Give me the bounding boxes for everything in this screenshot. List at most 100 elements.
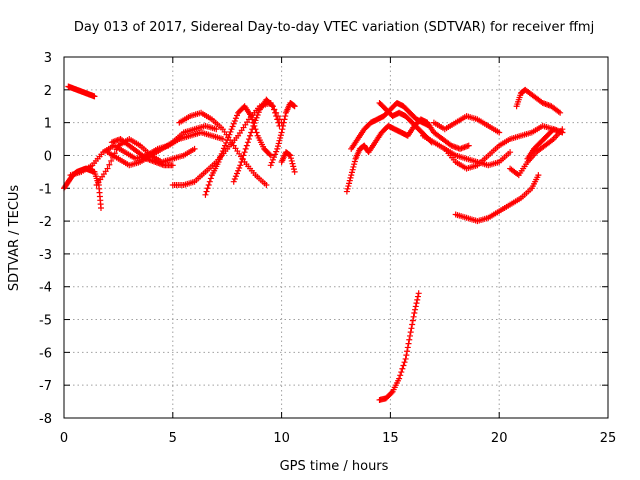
data-point bbox=[169, 162, 176, 169]
data-point bbox=[252, 117, 259, 124]
plot-frame bbox=[63, 56, 609, 419]
series-arc-f bbox=[176, 109, 270, 188]
data-point bbox=[237, 162, 244, 169]
data-point bbox=[291, 103, 298, 110]
x-tick-label: 25 bbox=[600, 431, 617, 446]
data-point bbox=[263, 181, 270, 188]
data-point bbox=[106, 161, 113, 168]
data-point bbox=[217, 153, 224, 160]
y-tick-labels: 3 2 1 0 -1 -2 -3 -4 -5 -6 -7 -8 bbox=[39, 51, 52, 427]
data-point bbox=[220, 145, 227, 152]
data-point bbox=[412, 303, 419, 310]
data-point bbox=[274, 145, 281, 152]
data-point bbox=[291, 168, 298, 175]
data-point bbox=[249, 126, 256, 133]
data-point bbox=[404, 348, 411, 355]
y-tick-label: -2 bbox=[39, 215, 52, 230]
data-point bbox=[397, 372, 404, 379]
data-point bbox=[219, 148, 226, 155]
data-point bbox=[465, 142, 472, 149]
data-point bbox=[405, 340, 412, 347]
data-point bbox=[559, 129, 566, 136]
data-point bbox=[241, 149, 248, 156]
y-tick-label: 3 bbox=[44, 51, 52, 66]
series-arc-e bbox=[169, 99, 285, 188]
series-arc-g bbox=[202, 103, 274, 198]
data-point bbox=[222, 142, 229, 149]
y-axis-label: SDTVAR / TECUs bbox=[7, 185, 22, 292]
y-tick-label: 1 bbox=[44, 117, 52, 132]
data-point bbox=[223, 139, 230, 146]
data-point bbox=[406, 336, 413, 343]
data-point bbox=[404, 344, 411, 351]
data-point bbox=[403, 352, 410, 359]
data-point bbox=[400, 362, 407, 369]
y-tick-label: -7 bbox=[39, 379, 52, 394]
data-point bbox=[267, 162, 274, 169]
data-point bbox=[97, 204, 104, 211]
data-point bbox=[345, 183, 352, 190]
series-arc-j bbox=[278, 149, 298, 175]
data-point bbox=[407, 329, 414, 336]
data-point bbox=[273, 113, 280, 120]
data-point bbox=[535, 172, 542, 179]
y-tick-label: 0 bbox=[44, 149, 52, 164]
data-point bbox=[409, 317, 416, 324]
data-point bbox=[191, 145, 198, 152]
y-tick-label: -5 bbox=[39, 314, 52, 329]
data-point bbox=[205, 181, 212, 188]
series-arc-h bbox=[230, 96, 283, 185]
series-arc-s bbox=[507, 126, 566, 179]
series-arc-early-high bbox=[65, 83, 98, 100]
chart-title: Day 013 of 2017, Sidereal Day-to-day VTE… bbox=[74, 20, 594, 35]
data-point bbox=[239, 155, 246, 162]
data-point bbox=[249, 116, 256, 123]
data-point bbox=[213, 126, 220, 133]
data-point bbox=[557, 109, 564, 116]
data-point bbox=[401, 359, 408, 366]
data-point bbox=[411, 309, 418, 316]
data-point bbox=[278, 129, 285, 136]
data-point bbox=[269, 103, 276, 110]
data-point bbox=[288, 157, 295, 164]
data-point bbox=[277, 134, 284, 141]
x-tick-label: 20 bbox=[491, 431, 508, 446]
y-tick-label: -3 bbox=[39, 248, 52, 263]
series-arc-d bbox=[108, 136, 176, 169]
data-point bbox=[216, 156, 223, 163]
data-point bbox=[274, 143, 281, 150]
data-point bbox=[242, 145, 249, 152]
series-arc-u bbox=[376, 290, 422, 403]
x-tick-labels: 0 5 10 15 20 25 bbox=[60, 431, 616, 446]
data-point bbox=[238, 159, 245, 166]
data-point bbox=[230, 120, 237, 127]
data-point bbox=[250, 122, 257, 129]
data-point bbox=[245, 136, 252, 143]
data-points bbox=[61, 83, 566, 403]
data-point bbox=[267, 152, 274, 159]
data-point bbox=[507, 149, 514, 156]
grid-lines bbox=[63, 56, 609, 419]
data-point bbox=[289, 160, 296, 167]
y-tick-label: 2 bbox=[44, 84, 52, 99]
data-point bbox=[251, 120, 258, 127]
data-point bbox=[275, 119, 282, 126]
data-point bbox=[104, 165, 111, 172]
data-point bbox=[406, 332, 413, 339]
data-point bbox=[215, 159, 222, 166]
data-point bbox=[235, 167, 242, 174]
x-tick-label: 15 bbox=[382, 431, 399, 446]
data-point bbox=[402, 355, 409, 362]
series-arc-c bbox=[104, 122, 220, 169]
data-point bbox=[413, 300, 420, 307]
data-point bbox=[399, 365, 406, 372]
data-point bbox=[288, 155, 295, 162]
data-point bbox=[268, 159, 275, 166]
data-point bbox=[224, 137, 231, 144]
data-point bbox=[282, 113, 289, 120]
data-point bbox=[426, 122, 433, 129]
data-point bbox=[279, 126, 286, 133]
data-point bbox=[247, 132, 254, 139]
y-tick-label: -4 bbox=[39, 281, 52, 296]
data-point bbox=[202, 191, 209, 198]
